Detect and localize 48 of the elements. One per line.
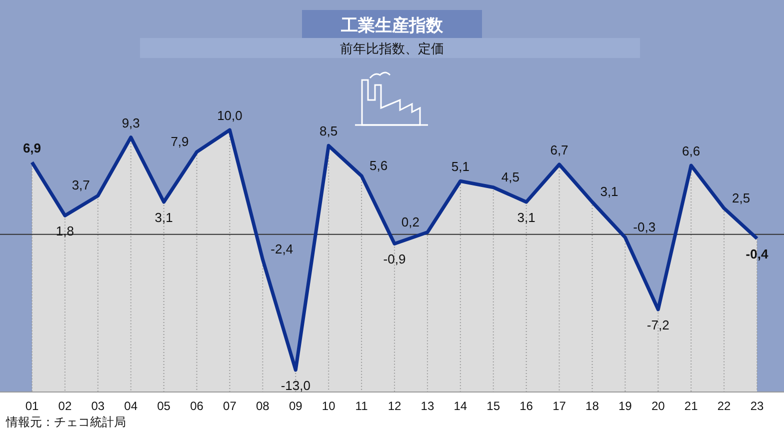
data-label: -0,3 [633,219,656,234]
x-tick-label: 04 [124,399,138,413]
data-label: 10,0 [217,108,242,123]
data-label: 0,2 [401,214,420,230]
x-tick-label: 12 [388,399,402,413]
chart-subtitle: 前年比指数、定価 [340,41,444,56]
x-tick-label: 14 [454,399,468,413]
data-label: -0,9 [383,252,406,267]
x-tick-label: 09 [288,399,303,413]
x-tick-label: 07 [223,399,237,413]
data-label: 4,5 [501,169,520,184]
data-label: 8,5 [320,124,338,139]
data-label: 7,9 [170,134,189,149]
x-tick-label: 10 [322,399,336,413]
x-tick-label: 21 [684,399,698,413]
data-label: 3,1 [154,210,173,225]
x-tick-label: 03 [91,399,105,413]
chart-title: 工業生産指数 [340,16,444,35]
x-tick-label: 08 [256,399,270,413]
x-tick-label: 06 [190,399,204,413]
data-label: 5,6 [370,158,388,173]
x-tick-label: 02 [58,399,72,413]
x-tick-label: 22 [717,399,732,413]
data-label: 5,1 [451,159,470,174]
data-label: 6,9 [22,140,42,156]
x-tick-label: 11 [355,399,368,413]
x-tick-label: 16 [520,399,534,413]
x-tick-label: 20 [651,399,666,413]
data-label: -0,4 [746,246,769,262]
data-label: 3,1 [517,210,536,225]
x-tick-label: 01 [25,399,39,413]
x-tick-label: 18 [586,399,600,413]
data-label: -2,4 [270,241,294,256]
data-label: 6,6 [682,143,700,158]
data-label: 2,5 [732,190,750,206]
x-tick-label: 15 [486,399,500,413]
data-label: -7,2 [646,317,670,332]
data-label: 3,1 [600,184,618,199]
data-label: 3,7 [72,178,90,193]
x-tick-label: 13 [420,399,434,413]
x-tick-label: 19 [618,399,632,413]
x-tick-label: 17 [552,399,566,413]
data-label: 6,7 [550,142,568,158]
x-tick-label: 23 [750,399,764,413]
text: 情報元：チェコ統計局 [5,415,126,429]
data-label: -13,0 [280,378,310,393]
x-tick-label: 05 [157,399,171,413]
data-label: 9,3 [122,115,140,130]
